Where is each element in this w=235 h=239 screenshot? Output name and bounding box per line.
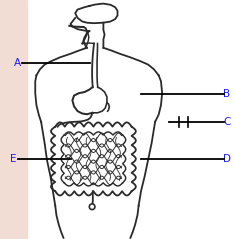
Text: B: B xyxy=(223,89,230,99)
Circle shape xyxy=(89,204,95,210)
Text: A: A xyxy=(14,58,21,68)
Bar xyxy=(0,0,27,239)
Text: C: C xyxy=(223,117,231,127)
Text: E: E xyxy=(10,154,16,164)
Text: D: D xyxy=(223,154,231,164)
